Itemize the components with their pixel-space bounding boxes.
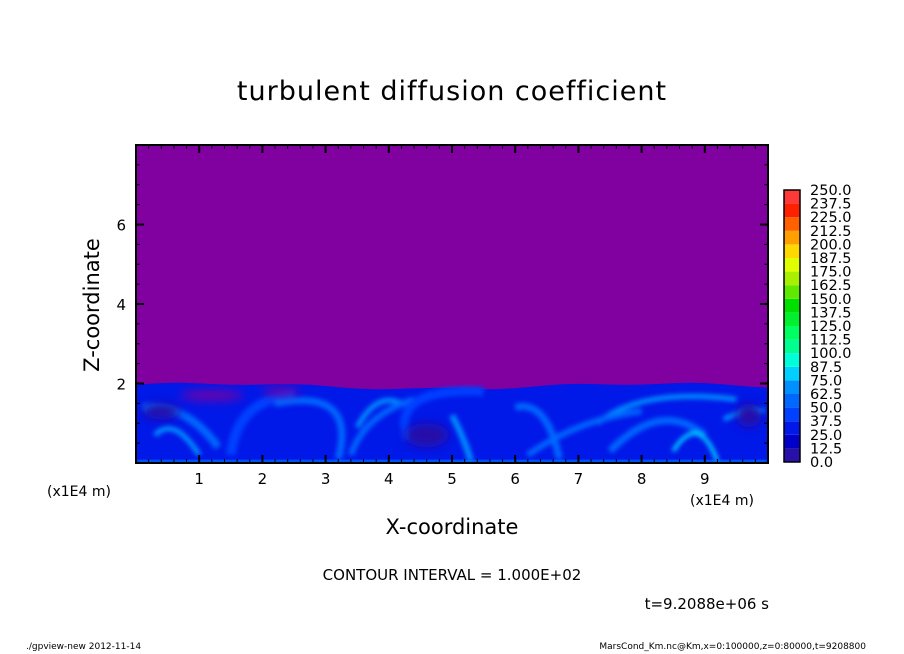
colorbar-label: 200.0 (810, 237, 852, 253)
y-tick-label: 2 (116, 376, 126, 394)
colorbar-swatch (784, 421, 800, 435)
y-tick-label: 4 (116, 296, 126, 314)
eddy-filament (526, 408, 642, 458)
colorbar-swatch (784, 285, 800, 299)
turbulent-layer (136, 382, 768, 463)
colorbar-swatch (784, 380, 800, 394)
colorbar: 0.012.525.037.550.062.575.087.5100.0112.… (783, 183, 852, 471)
colorbar-label: 250.0 (810, 183, 852, 199)
colorbar-label: 150.0 (810, 292, 852, 308)
colorbar-swatch (784, 244, 800, 258)
x-tick-label: 5 (447, 470, 457, 488)
x-tick-label: 4 (384, 470, 394, 488)
chart-title: turbulent diffusion coefficient (236, 76, 668, 107)
eddy-filament (514, 402, 563, 460)
colorbar-label: 12.5 (810, 441, 842, 457)
colorbar-label: 112.5 (810, 333, 852, 349)
colorbar-label: 175.0 (810, 265, 852, 281)
colorbar-swatch (784, 448, 800, 462)
contour-interval: CONTOUR INTERVAL = 1.000E+02 (322, 566, 582, 584)
colorbar-swatch (784, 203, 800, 218)
time-label: t=9.2088e+06 s (644, 595, 769, 613)
colorbar-swatch (784, 190, 800, 204)
colorbar-label: 87.5 (810, 360, 842, 376)
eddy-filament (607, 417, 707, 454)
eddy-filament (348, 396, 415, 457)
eddy-group (141, 386, 766, 462)
colorbar-swatch (784, 407, 800, 422)
colorbar-swatch (784, 366, 800, 381)
colorbar-label: 162.5 (810, 278, 852, 294)
y-tick-label: 6 (116, 217, 126, 235)
colorbar-swatch (784, 312, 800, 326)
eddy-filament (449, 413, 474, 462)
colorbar-label: 25.0 (810, 428, 842, 444)
colorbar-swatch (784, 258, 800, 272)
x-tick-label: 8 (637, 470, 647, 488)
eddy-filament (671, 431, 720, 462)
x-tick-label: 3 (321, 470, 331, 488)
low-value-patch (180, 390, 244, 401)
colorbar-label: 187.5 (810, 251, 852, 267)
colorbar-label: 0.0 (810, 455, 833, 471)
eddy-filament (225, 390, 295, 456)
x-unit-right: (x1E4 m) (690, 493, 754, 509)
colorbar-label: 100.0 (810, 346, 852, 362)
low-value-patch (262, 387, 301, 396)
colorbar-swatch (784, 434, 800, 449)
colorbar-label: 137.5 (810, 305, 852, 321)
low-value-patch (142, 403, 181, 420)
x-tick-label: 6 (510, 470, 520, 488)
x-tick-label: 9 (700, 470, 710, 488)
y-axis-label: Z-coordinate (80, 238, 104, 372)
colorbar-label: 50.0 (810, 401, 842, 417)
x-tick-label: 1 (194, 470, 204, 488)
colorbar-label: 125.0 (810, 319, 852, 335)
low-value-group (142, 387, 762, 448)
low-value-patch (404, 423, 449, 448)
colorbar-swatch (784, 298, 800, 313)
colorbar-label: 37.5 (810, 414, 842, 430)
x-axis-label: X-coordinate (385, 515, 519, 539)
colorbar-swatch (784, 217, 800, 231)
low-value-patch (736, 403, 762, 428)
colorbar-label: 212.5 (810, 224, 852, 240)
colorbar-label: 75.0 (810, 373, 842, 389)
colorbar-label: 237.5 (810, 197, 852, 213)
colorbar-frame (783, 189, 801, 463)
footer-right: MarsCond_Km.nc@Km,x=0:100000,z=0:80000,t… (599, 642, 866, 652)
colorbar-swatch (784, 230, 800, 245)
x-tick-label: 7 (574, 470, 584, 488)
colorbar-swatch (784, 271, 800, 286)
colorbar-swatch (784, 339, 800, 354)
colorbar-label: 225.0 (810, 210, 852, 226)
colorbar-swatch (784, 353, 800, 367)
eddy-filament (274, 397, 346, 460)
eddy-filament (354, 397, 403, 429)
footer-left: ./gpview-new 2012-11-14 (26, 642, 142, 652)
eddy-filament (400, 386, 484, 441)
x-unit-left: (x1E4 m) (47, 484, 111, 500)
axes: 1 2 3 4 5 6 7 8 9 2 4 6 (116, 144, 769, 488)
colorbar-swatch (784, 326, 800, 340)
eddy-filament (153, 426, 202, 457)
colorbar-swatch (784, 394, 800, 408)
colorbar-label: 62.5 (810, 387, 842, 403)
x-tick-label: 2 (258, 470, 268, 488)
